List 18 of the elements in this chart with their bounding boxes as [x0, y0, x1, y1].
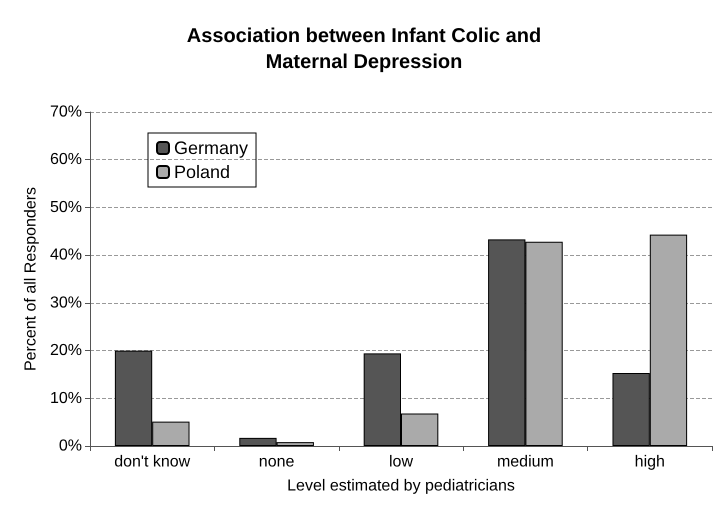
y-tick-label: 70%: [50, 104, 82, 120]
y-axis-title: Percent of all Responders: [22, 186, 40, 372]
y-tick-label: 40%: [50, 246, 82, 264]
y-tick-label: 30%: [50, 294, 82, 312]
x-tick-label: high: [634, 454, 665, 470]
legend-label: Poland: [174, 162, 230, 182]
y-tick-label: 10%: [50, 390, 82, 407]
legend-label: Germany: [174, 138, 248, 158]
x-tick-label: medium: [496, 454, 554, 470]
x-axis-title: Level estimated by pediatricians: [287, 478, 515, 494]
y-tick-label: 60%: [50, 151, 82, 168]
chart-title: Association between Infant Colic and Maternal Depression: [186, 25, 542, 73]
x-tick-label: low: [388, 454, 414, 470]
x-tick-label: don't know: [114, 454, 191, 470]
y-tick-label: 0%: [58, 438, 82, 454]
y-tick-label: 20%: [50, 342, 82, 360]
x-tick-label: none: [258, 454, 294, 470]
y-tick-label: 50%: [50, 198, 82, 216]
